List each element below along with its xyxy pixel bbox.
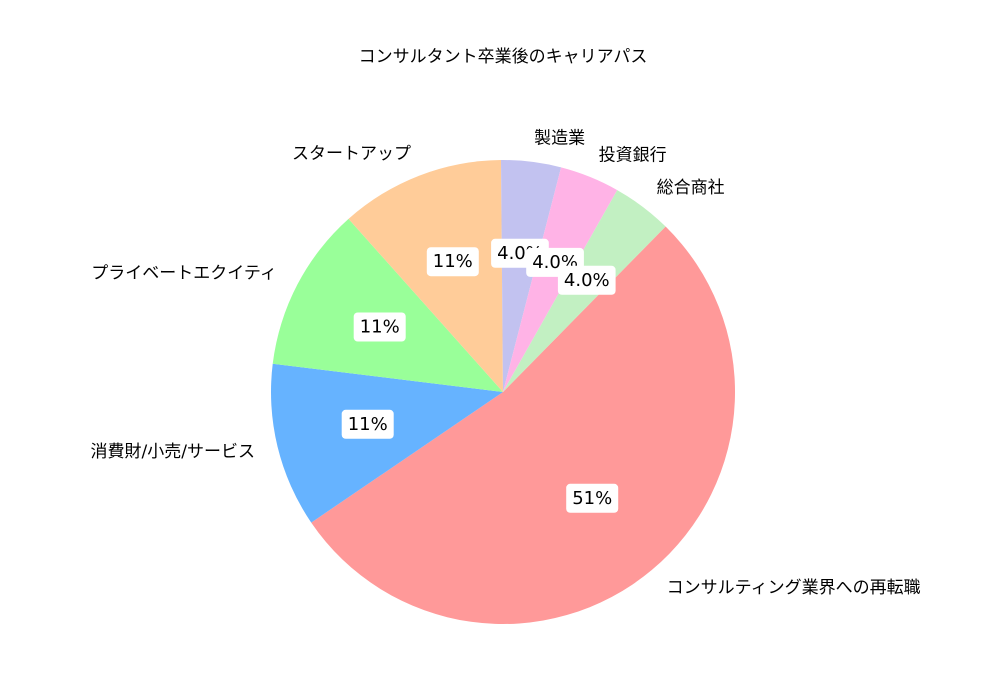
slice-label-2: プライベートエクイティ: [91, 264, 277, 284]
slice-pct-text-3: 11%: [433, 251, 473, 272]
slice-label-1: 消費財/小売/サービス: [91, 442, 255, 462]
slice-label-3: スタートアップ: [292, 144, 411, 164]
slice-label-0: コンサルティング業界への再転職: [667, 578, 921, 598]
chart-title: コンサルタント卒業後のキャリアパス: [359, 47, 648, 67]
slice-label-6: 総合商社: [657, 178, 725, 198]
slice-pct-box-6: [557, 265, 616, 295]
slice-pct-3: 11%: [426, 247, 479, 277]
pie-labels: コンサルティング業界への再転職 51% 消費財/小売/サービス 11% プライベートエク…: [91, 129, 921, 598]
slice-pct-box-3: [426, 247, 479, 277]
pie-slice-0: [311, 226, 736, 625]
slice-pct-1: 11%: [341, 409, 394, 439]
pie-slice-2: [272, 218, 503, 392]
slice-pct-text-1: 11%: [348, 414, 388, 435]
pie-slice-1: [271, 363, 503, 523]
slice-pct-box-1: [341, 409, 394, 439]
slice-label-5: 投資銀行: [599, 145, 667, 165]
slice-pct-6: 4.0%: [557, 265, 616, 295]
slice-pct-box-0: [566, 483, 619, 513]
slice-pct-text-0: 51%: [572, 488, 612, 509]
slice-pct-text-2: 11%: [360, 317, 400, 338]
pie-slice-3: [348, 160, 503, 392]
slice-pct-text-6: 4.0%: [564, 270, 610, 291]
pie-slices: [271, 160, 736, 625]
slice-pct-box-2: [353, 312, 406, 342]
slice-label-4: 製造業: [534, 129, 585, 149]
slice-pct-0: 51%: [566, 483, 619, 513]
slice-pct-2: 11%: [353, 312, 406, 342]
